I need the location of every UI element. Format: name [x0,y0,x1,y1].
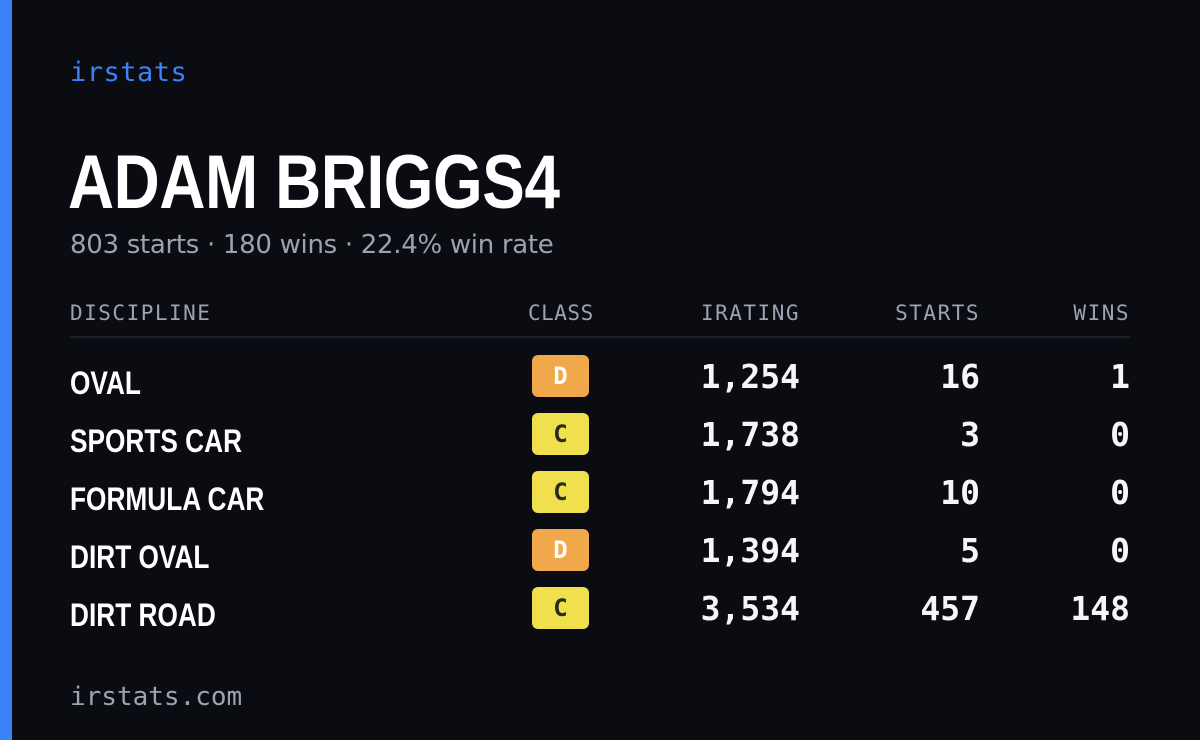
irating-value: 3,534 [700,589,800,628]
starts-value: 10 [940,473,980,512]
class-badge: D [532,529,589,571]
table-row: DIRT ROAD C 3,534 457 148 [0,587,1200,645]
header-class: CLASS [528,301,594,325]
driver-name: ADAM BRIGGS4 [68,140,560,225]
irating-value: 1,794 [700,473,800,512]
header-divider [70,336,1130,338]
irating-value: 1,394 [700,531,800,570]
discipline-label: DIRT ROAD [70,597,216,633]
starts-value: 3 [960,415,980,454]
header-irating: IRATING [700,301,800,325]
wins-value: 1 [1110,357,1130,396]
class-badge: D [532,355,589,397]
wins-value: 0 [1110,531,1130,570]
discipline-label: FORMULA CAR [70,481,265,517]
class-badge: C [532,471,589,513]
wins-value: 0 [1110,473,1130,512]
class-badge: C [532,413,589,455]
starts-value: 457 [920,589,980,628]
table-row: OVAL D 1,254 16 1 [0,355,1200,413]
accent-bar [0,0,12,740]
discipline-label: SPORTS CAR [70,423,243,459]
table-row: DIRT OVAL D 1,394 5 0 [0,529,1200,587]
irating-value: 1,738 [700,415,800,454]
discipline-label: DIRT OVAL [70,539,210,575]
table-row: SPORTS CAR C 1,738 3 0 [0,413,1200,471]
wins-value: 148 [1070,589,1130,628]
brand-logo: irstats [70,57,188,88]
driver-summary: 803 starts · 180 wins · 22.4% win rate [70,230,554,260]
irating-value: 1,254 [700,357,800,396]
header-wins: WINS [1073,301,1130,325]
table-row: FORMULA CAR C 1,794 10 0 [0,471,1200,529]
header-starts: STARTS [895,301,980,325]
discipline-label: OVAL [70,365,141,401]
footer-url: irstats.com [70,682,243,712]
header-discipline: DISCIPLINE [70,301,212,325]
wins-value: 0 [1110,415,1130,454]
starts-value: 16 [940,357,980,396]
class-badge: C [532,587,589,629]
starts-value: 5 [960,531,980,570]
